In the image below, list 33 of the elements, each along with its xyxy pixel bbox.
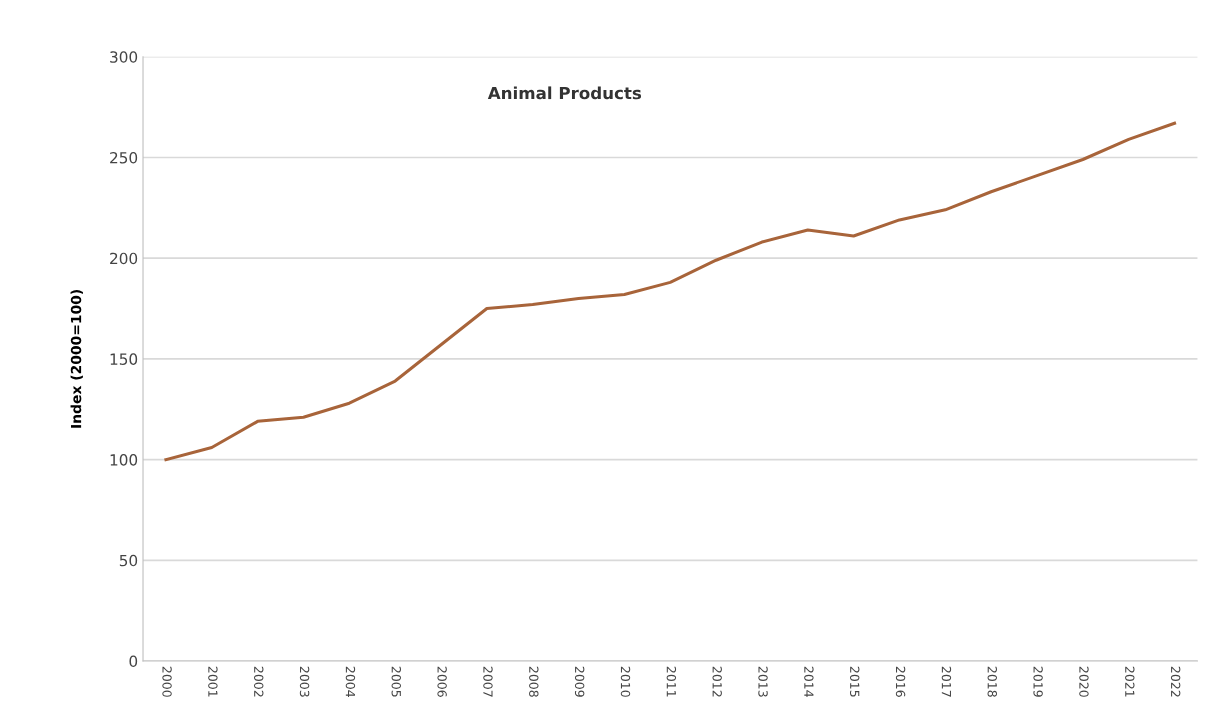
line-series (164, 121, 1177, 462)
x-tick-label: 2020 (1079, 666, 1089, 697)
x-tick-label: 2019 (1033, 666, 1043, 697)
x-tick-label: 2009 (574, 666, 585, 697)
y-tick-label: 200 (110, 252, 138, 265)
x-tick-label: 2013 (758, 666, 768, 697)
y-tick-label: 0 (129, 655, 138, 668)
x-tick-label: 2011 (666, 666, 677, 697)
x-tick-label: 2006 (437, 666, 447, 697)
x-tick-label: 2010 (620, 666, 631, 697)
y-tick-label: 250 (110, 151, 138, 164)
x-tick-label: 2004 (345, 666, 356, 697)
x-tick-label: 2014 (804, 666, 814, 697)
x-tick-label: 2005 (391, 666, 401, 697)
x-tick-label: 2000 (162, 666, 172, 697)
x-tick-label: 2022 (1170, 666, 1181, 697)
x-tick-label: 2016 (895, 666, 906, 697)
x-tick-label: 2003 (299, 666, 310, 697)
x-tick-label: 2001 (208, 666, 218, 697)
x-tick-label: 2002 (254, 666, 264, 697)
y-tick-label: 50 (119, 554, 138, 567)
y-tick-label: 100 (110, 454, 138, 466)
text: Animal Products (487, 86, 642, 100)
x-tick-label: 2007 (483, 666, 493, 697)
x-tick-label: 2018 (987, 666, 997, 697)
y-axis-title: Index (2000=100) (70, 290, 83, 428)
y-tick-label: 300 (110, 51, 138, 63)
x-tick-label: 2017 (941, 666, 952, 697)
x-tick-label: 2021 (1125, 666, 1135, 697)
x-tick-label: 2012 (712, 666, 722, 697)
y-tick-label: 150 (110, 353, 138, 365)
x-tick-label: 2015 (849, 666, 860, 697)
x-tick-label: 2008 (529, 666, 539, 697)
